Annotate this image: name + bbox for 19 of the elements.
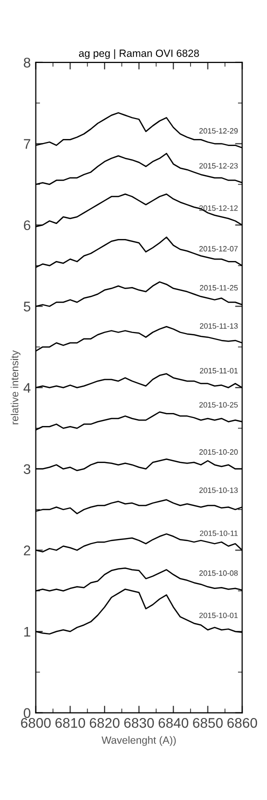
y-tick-label: 0 (24, 708, 30, 718)
chart-title: ag peg | Raman OVI 6828 (79, 49, 199, 60)
y-tick-label: 6 (24, 220, 30, 230)
x-tick-label: 6810 (55, 718, 86, 728)
y-tick-label: 2 (24, 546, 30, 556)
x-tick-label: 6840 (158, 718, 188, 728)
y-tick-label: 1 (24, 626, 30, 637)
y-tick-label: 5 (24, 302, 30, 312)
x-tick-label: 6800 (21, 718, 51, 728)
x-axis-title: Wavelenght (A)) (102, 736, 176, 746)
y-tick-label: 7 (24, 139, 30, 149)
y-tick-label: 8 (24, 58, 30, 68)
y-tick-label: 3 (24, 464, 30, 474)
x-tick-label: 6850 (193, 718, 223, 728)
x-tick-label: 6820 (90, 718, 120, 728)
x-tick-label: 6830 (124, 718, 154, 728)
y-tick-label: 4 (24, 383, 31, 393)
x-tick-label: 6860 (227, 718, 258, 728)
y-axis-title: relative intensity (10, 350, 20, 424)
